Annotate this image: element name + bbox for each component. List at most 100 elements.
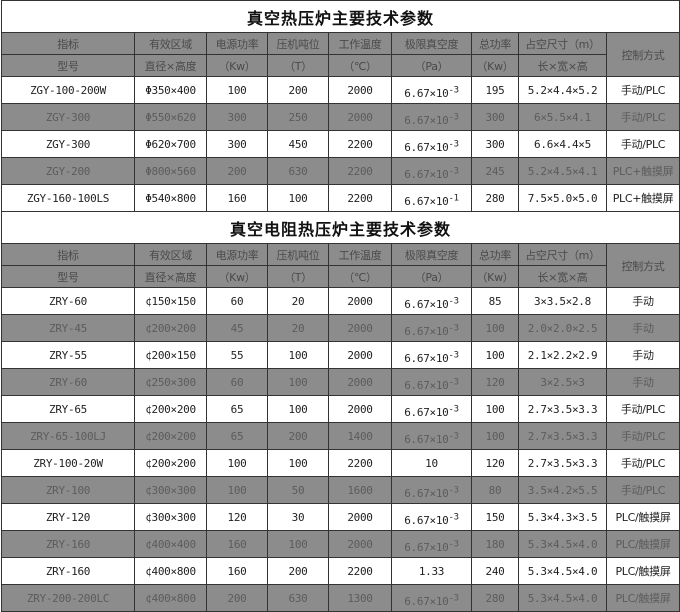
- table-row: ZGY-160-100LS Φ540×800 160 100 2200 6.67×10-1…: [1, 184, 680, 212]
- control-cell: PLC+触摸屏: [606, 157, 680, 185]
- power-cell: 300: [206, 103, 268, 131]
- size-cell: 5.3×4.5×4.0: [518, 557, 607, 585]
- tonnage-cell: 100: [267, 184, 329, 212]
- control-cell: PLC/触摸屏: [606, 584, 680, 612]
- tonnage-cell: 100: [267, 530, 329, 558]
- temperature-cell: 2000: [328, 76, 392, 104]
- header-cell: 控制方式: [606, 32, 680, 77]
- vacuum-base: 6.67×10: [404, 352, 449, 366]
- zone-cell: Φ620×700: [134, 130, 207, 158]
- control-cell: 手动/PLC: [606, 130, 680, 158]
- header-cell: 占空尺寸（m）: [518, 32, 607, 55]
- table-row: ZRY-65 ¢200×200 65 100 2000 6.67×10-3 100 2.7×3…: [1, 395, 680, 423]
- tonnage-cell: 100: [267, 395, 329, 423]
- zone-cell: ¢400×400: [134, 530, 207, 558]
- control-cell: 手动/PLC: [606, 395, 680, 423]
- model-cell: ZRY-60: [1, 368, 135, 396]
- vacuum-cell: 6.67×10-3: [391, 395, 472, 423]
- model-cell: ZRY-65-100LJ: [1, 422, 135, 450]
- vacuum-exponent: -3: [448, 593, 460, 604]
- table-row: ZRY-55 ¢200×150 55 100 2000 6.67×10-3 100 2.1×2…: [1, 341, 680, 369]
- temperature-cell: 1300: [328, 584, 392, 612]
- table-row: ZGY-200 Φ800×560 200 630 2200 6.67×10-3 245 5.2…: [1, 157, 680, 185]
- header-unit-cell: （℃）: [328, 265, 392, 288]
- model-cell: ZRY-100: [1, 476, 135, 504]
- control-cell: 手动/PLC: [606, 476, 680, 504]
- control-cell: PLC/触摸屏: [606, 530, 680, 558]
- tonnage-cell: 100: [267, 449, 329, 477]
- model-cell: ZRY-100-20W: [1, 449, 135, 477]
- header-unit-cell: （Kw）: [206, 265, 268, 288]
- power-cell: 160: [206, 184, 268, 212]
- model-cell: ZRY-200-200LC: [1, 584, 135, 612]
- vacuum-cell: 6.67×10-3: [391, 287, 472, 315]
- size-cell: 2.1×2.2×2.9: [518, 341, 607, 369]
- table-row: ZGY-300 Φ620×700 300 450 2200 6.67×10-3 300 6.6…: [1, 130, 680, 158]
- zone-cell: ¢200×150: [134, 341, 207, 369]
- vacuum-base: 6.67×10: [404, 298, 449, 312]
- size-cell: 2.7×3.5×3.3: [518, 449, 607, 477]
- total-power-cell: 245: [471, 157, 519, 185]
- vacuum-cell: 6.67×10-3: [391, 422, 472, 450]
- zone-cell: Φ350×400: [134, 76, 207, 104]
- vacuum-base: 6.67×10: [404, 168, 449, 182]
- total-power-cell: 280: [471, 184, 519, 212]
- temperature-cell: 2000: [328, 368, 392, 396]
- vacuum-base: 6.67×10: [404, 87, 449, 101]
- header-row: 指标 有效区域 电源功率 压机吨位 工作温度 极限真空度 总功率 占空尺寸（m） 控制方式: [1, 243, 680, 288]
- power-cell: 65: [206, 422, 268, 450]
- zone-cell: ¢300×300: [134, 476, 207, 504]
- temperature-cell: 2000: [328, 530, 392, 558]
- vacuum-cell: 6.67×10-3: [391, 368, 472, 396]
- header-unit-cell: （T）: [267, 54, 329, 77]
- model-cell: ZRY-60: [1, 287, 135, 315]
- vacuum-base: 6.67×10: [404, 541, 449, 555]
- total-power-cell: 120: [471, 449, 519, 477]
- header-row-units: 型号 直径×高度 （Kw） （T） （℃） （Pa） （Kw） 长×宽×高: [1, 54, 680, 77]
- vacuum-exponent: -3: [448, 166, 460, 177]
- header-cell: 电源功率: [206, 32, 268, 55]
- header-unit-cell: 长×宽×高: [518, 265, 607, 288]
- temperature-cell: 2200: [328, 557, 392, 585]
- header-unit-cell: （Pa）: [391, 265, 472, 288]
- model-cell: ZRY-55: [1, 341, 135, 369]
- tonnage-cell: 630: [267, 584, 329, 612]
- header-cell: 电源功率: [206, 243, 268, 266]
- model-cell: ZGY-200: [1, 157, 135, 185]
- header-unit-cell: （Kw）: [471, 265, 519, 288]
- tonnage-cell: 20: [267, 287, 329, 315]
- zone-cell: Φ550×620: [134, 103, 207, 131]
- table-row: ZRY-100-20W ¢200×200 100 100 2200 10 120 2.7×3.…: [1, 449, 680, 477]
- vacuum-exponent: -3: [448, 404, 460, 415]
- zone-cell: ¢200×200: [134, 449, 207, 477]
- tonnage-cell: 200: [267, 557, 329, 585]
- control-cell: 手动/PLC: [606, 76, 680, 104]
- temperature-cell: 2000: [328, 503, 392, 531]
- size-cell: 3×2.5×3: [518, 368, 607, 396]
- temperature-cell: 2200: [328, 184, 392, 212]
- vacuum-base: 6.67×10: [404, 487, 449, 501]
- size-cell: 3×3.5×2.8: [518, 287, 607, 315]
- table-title: 真空热压炉主要技术参数: [1, 0, 680, 33]
- model-cell: ZRY-160: [1, 530, 135, 558]
- header-unit-cell: （Kw）: [206, 54, 268, 77]
- zone-cell: ¢400×800: [134, 584, 207, 612]
- vacuum-cell: 1.33: [391, 557, 472, 585]
- table-row: ZRY-160 ¢400×800 160 200 2200 1.33 240 5.3×4.5×…: [1, 557, 680, 585]
- tonnage-cell: 630: [267, 157, 329, 185]
- vacuum-exponent: -3: [448, 539, 460, 550]
- size-cell: 2.7×3.5×3.3: [518, 395, 607, 423]
- total-power-cell: 85: [471, 287, 519, 315]
- power-cell: 160: [206, 557, 268, 585]
- vacuum-exponent: -3: [448, 431, 460, 442]
- table-row: ZRY-65-100LJ ¢200×200 65 200 1400 6.67×10-3 10…: [1, 422, 680, 450]
- temperature-cell: 1600: [328, 476, 392, 504]
- vacuum-exponent: -3: [448, 350, 460, 361]
- zone-cell: ¢200×200: [134, 422, 207, 450]
- vacuum-cell: 10: [391, 449, 472, 477]
- vacuum-cell: 6.67×10-3: [391, 157, 472, 185]
- header-cell: 压机吨位: [267, 32, 329, 55]
- power-cell: 55: [206, 341, 268, 369]
- header-cell: 压机吨位: [267, 243, 329, 266]
